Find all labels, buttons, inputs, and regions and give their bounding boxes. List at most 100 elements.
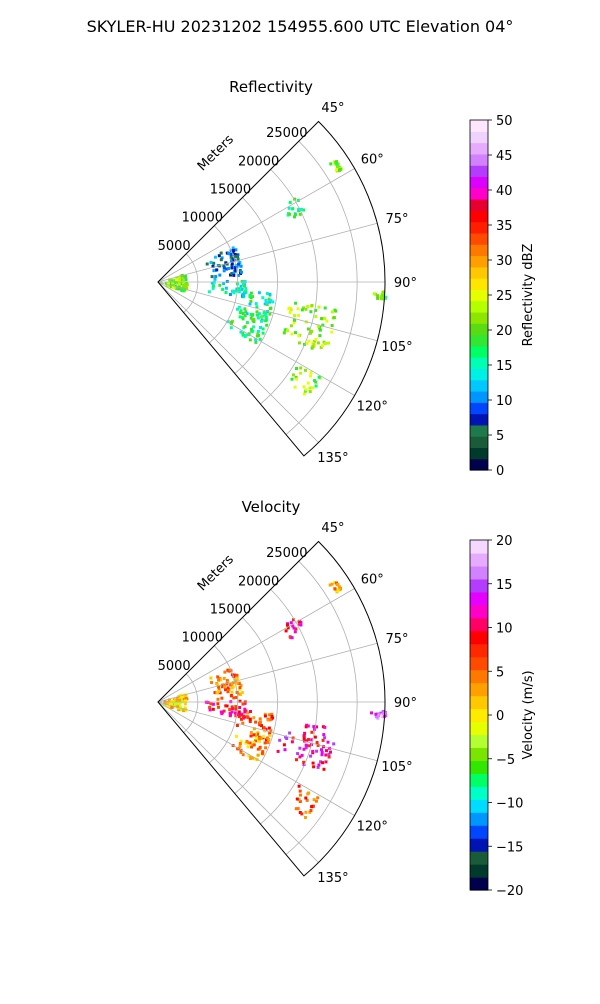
echo-pixel	[260, 724, 263, 728]
echo-pixel	[230, 690, 234, 694]
echo-pixel	[252, 740, 256, 744]
echo-pixel	[323, 736, 327, 740]
echo-pixel	[311, 761, 315, 765]
echo-pixel	[293, 197, 297, 201]
echo-pixel	[230, 266, 234, 270]
colorbar-segment	[470, 232, 488, 245]
echo-pixel	[299, 623, 303, 627]
echo-pixel	[264, 316, 268, 319]
range-ring	[208, 225, 238, 344]
theta-tick-label: 105°	[381, 760, 412, 775]
echo-pixel	[381, 296, 385, 300]
echo-pixel	[300, 308, 304, 312]
echo-pixel	[321, 323, 325, 327]
echo-pixel	[306, 724, 310, 728]
echo-pixel	[300, 753, 304, 757]
echo-pixel	[306, 792, 310, 796]
echo-pixel	[259, 326, 262, 329]
echo-pixel	[377, 712, 380, 716]
echo-pixel	[249, 312, 253, 316]
echo-pixel	[220, 712, 224, 716]
echo-pixel	[250, 329, 254, 333]
echo-pixel	[171, 285, 175, 289]
echo-pixel	[185, 697, 189, 701]
colorbar-segment	[470, 786, 488, 800]
echo-pixel	[321, 344, 324, 348]
echo-pixel	[267, 738, 271, 741]
echo-pixel	[305, 723, 309, 727]
echo-pixel	[238, 687, 242, 691]
echo-pixel	[337, 168, 341, 172]
echo-pixel	[234, 705, 238, 708]
echo-pixel	[224, 291, 228, 294]
echo-pixel	[332, 742, 336, 746]
colorbar-tick-label: 30	[496, 254, 513, 269]
range-ring	[285, 560, 358, 855]
theta-tick-label: 75°	[385, 632, 408, 647]
echo-pixel	[309, 809, 313, 812]
echo-pixel	[304, 816, 307, 819]
echo-pixel	[211, 264, 215, 268]
echo-pixel	[302, 306, 305, 310]
echo-pixel	[296, 307, 300, 311]
colorbar-tick-label: 10	[496, 394, 513, 409]
colorbar-segment	[470, 311, 488, 324]
echo-pixel	[291, 207, 295, 211]
panel-title: Velocity	[242, 498, 301, 516]
echo-pixel	[239, 739, 243, 743]
echo-pixel	[312, 339, 316, 343]
colorbar-segment	[470, 851, 488, 865]
echo-pixel	[282, 743, 286, 747]
echo-pixel	[384, 295, 388, 299]
echo-pixel	[319, 760, 323, 764]
echo-pixel	[296, 752, 300, 756]
echo-pixel	[253, 757, 257, 761]
echo-pixel	[241, 315, 244, 319]
theta-tick-label: 120°	[357, 820, 388, 835]
echo-pixel	[168, 278, 172, 282]
echo-pixel	[216, 675, 220, 679]
echo-pixel	[218, 273, 222, 277]
echo-pixel	[250, 327, 253, 331]
echo-pixel	[239, 311, 243, 315]
echo-pixel	[239, 750, 243, 754]
echo-pixel	[238, 706, 242, 709]
echo-pixel	[248, 302, 252, 306]
echo-pixel	[312, 765, 316, 769]
echo-pixel	[308, 390, 312, 394]
azimuth-spoke	[157, 281, 355, 396]
echo-pixel	[182, 709, 186, 713]
echo-pixel	[249, 299, 253, 303]
echo-pixel	[217, 254, 221, 258]
echo-pixel	[231, 246, 235, 250]
echo-pixel	[302, 208, 306, 212]
echo-pixel	[282, 331, 286, 335]
echo-pixel	[241, 312, 245, 315]
colorbar-tick-label: 5	[496, 429, 504, 444]
echo-pixel	[184, 287, 188, 291]
echo-pixel	[229, 255, 233, 259]
echo-pixel	[248, 741, 252, 745]
echo-layer	[160, 160, 388, 396]
echo-pixel	[338, 587, 342, 591]
echo-pixel	[220, 696, 224, 700]
echo-pixel	[294, 331, 297, 335]
echo-pixel	[278, 738, 282, 742]
colorbar-segment	[470, 565, 488, 580]
echo-pixel	[300, 812, 304, 816]
azimuth-spoke	[157, 701, 319, 863]
echo-pixel	[306, 381, 310, 385]
echo-pixel	[243, 314, 247, 318]
echo-pixel	[211, 707, 215, 711]
echo-pixel	[235, 734, 238, 738]
echo-pixel	[237, 715, 241, 719]
echo-pixel	[162, 703, 166, 707]
echo-pixel	[327, 752, 331, 756]
theta-tick-label: 135°	[317, 871, 348, 886]
echo-pixel	[167, 704, 171, 708]
colorbar-segment	[470, 877, 488, 891]
echo-pixel	[230, 682, 234, 686]
echo-pixel	[309, 371, 313, 375]
echo-pixel	[303, 392, 306, 396]
echo-pixel	[228, 711, 232, 715]
